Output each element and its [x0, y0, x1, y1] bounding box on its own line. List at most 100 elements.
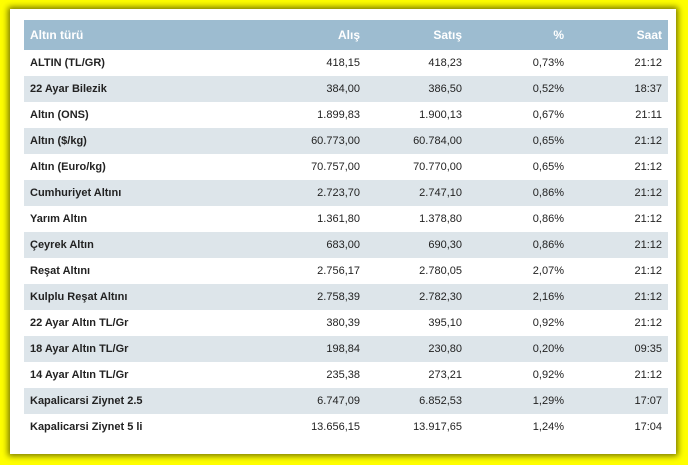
cell-time: 21:12 — [634, 135, 662, 147]
cell-percent: 0,67% — [532, 109, 564, 121]
cell-percent: 2,16% — [532, 291, 564, 303]
cell-name: Kapalicarsi Ziynet 5 li — [30, 421, 143, 433]
header-buy: Alış — [337, 28, 360, 42]
cell-time: 21:12 — [634, 265, 662, 277]
cell-time: 21:12 — [634, 161, 662, 173]
cell-name: Cumhuriyet Altını — [30, 187, 122, 199]
cell-percent: 0,73% — [532, 57, 564, 69]
table-row: Kapalicarsi Ziynet 2.5 6.747,09 6.852,53 1,… — [24, 388, 668, 414]
cell-name: 22 Ayar Altın TL/Gr — [30, 317, 129, 329]
cell-sell: 386,50 — [428, 83, 462, 95]
header-row: Altın türü Alış Satış % Saat — [24, 20, 668, 50]
cell-percent: 0,92% — [532, 369, 564, 381]
cell-time: 21:12 — [634, 317, 662, 329]
cell-buy: 70.757,00 — [311, 161, 360, 173]
cell-buy: 2.756,17 — [317, 265, 360, 277]
cell-sell: 230,80 — [428, 343, 462, 355]
table-row: 22 Ayar Altın TL/Gr 380,39 395,10 0,92% 21:1… — [24, 310, 668, 336]
table-row: Altın (Euro/kg) 70.757,00 70.770,00 0,65% 21… — [24, 154, 668, 180]
cell-buy: 683,00 — [326, 239, 360, 251]
header-time: Saat — [636, 28, 662, 42]
cell-sell: 395,10 — [428, 317, 462, 329]
cell-buy: 13.656,15 — [311, 421, 360, 433]
cell-buy: 2.758,39 — [317, 291, 360, 303]
table-row: Kapalicarsi Ziynet 5 li 13.656,15 13.917,6… — [24, 414, 668, 440]
cell-percent: 1,29% — [532, 395, 564, 407]
cell-name: Çeyrek Altın — [30, 239, 94, 251]
cell-name: 14 Ayar Altın TL/Gr — [30, 369, 129, 381]
cell-sell: 2.747,10 — [419, 187, 462, 199]
cell-time: 21:12 — [634, 57, 662, 69]
table-row: Kulplu Reşat Altını 2.758,39 2.782,30 2,16%… — [24, 284, 668, 310]
table-row: ALTIN (TL/GR) 418,15 418,23 0,73% 21:12 — [24, 50, 668, 76]
cell-name: Altın (Euro/kg) — [30, 161, 106, 173]
cell-sell: 2.782,30 — [419, 291, 462, 303]
cell-sell: 1.900,13 — [419, 109, 462, 121]
cell-buy: 6.747,09 — [317, 395, 360, 407]
cell-name: Altın ($/kg) — [30, 135, 87, 147]
table-row: Altın ($/kg) 60.773,00 60.784,00 0,65% 21:12 — [24, 128, 668, 154]
table-row: Altın (ONS) 1.899,83 1.900,13 0,67% 21:11 — [24, 102, 668, 128]
table-body: ALTIN (TL/GR) 418,15 418,23 0,73% 21:12 22 Ay… — [24, 50, 668, 440]
gold-prices-table: Altın türü Alış Satış % Saat ALTIN (TL/G… — [24, 20, 668, 440]
cell-percent: 2,07% — [532, 265, 564, 277]
cell-time: 21:12 — [634, 291, 662, 303]
cell-name: Kulplu Reşat Altını — [30, 291, 128, 303]
cell-buy: 2.723,70 — [317, 187, 360, 199]
cell-name: Reşat Altını — [30, 265, 91, 277]
table-row: 14 Ayar Altın TL/Gr 235,38 273,21 0,92% 21:1… — [24, 362, 668, 388]
cell-time: 21:12 — [634, 213, 662, 225]
cell-time: 21:12 — [634, 369, 662, 381]
cell-sell: 690,30 — [428, 239, 462, 251]
cell-sell: 273,21 — [428, 369, 462, 381]
cell-name: Yarım Altın — [30, 213, 88, 225]
cell-sell: 6.852,53 — [419, 395, 462, 407]
cell-buy: 384,00 — [326, 83, 360, 95]
cell-time: 17:07 — [634, 395, 662, 407]
table-header: Altın türü Alış Satış % Saat — [24, 20, 668, 50]
cell-name: 18 Ayar Altın TL/Gr — [30, 343, 129, 355]
cell-time: 17:04 — [634, 421, 662, 433]
cell-sell: 60.784,00 — [413, 135, 462, 147]
cell-time: 21:12 — [634, 187, 662, 199]
table-row: Cumhuriyet Altını 2.723,70 2.747,10 0,86% 21… — [24, 180, 668, 206]
cell-percent: 0,86% — [532, 187, 564, 199]
cell-name: 22 Ayar Bilezik — [30, 83, 107, 95]
cell-sell: 13.917,65 — [413, 421, 462, 433]
cell-time: 21:12 — [634, 239, 662, 251]
table-row: Yarım Altın 1.361,80 1.378,80 0,86% 21:12 — [24, 206, 668, 232]
gold-prices-panel: Altın türü Alış Satış % Saat ALTIN (TL/G… — [10, 9, 676, 454]
cell-sell: 418,23 — [428, 57, 462, 69]
table-row: 18 Ayar Altın TL/Gr 198,84 230,80 0,20% 09:3… — [24, 336, 668, 362]
cell-percent: 0,92% — [532, 317, 564, 329]
table-row: Reşat Altını 2.756,17 2.780,05 2,07% 21:12 — [24, 258, 668, 284]
cell-buy: 418,15 — [326, 57, 360, 69]
cell-percent: 0,65% — [532, 161, 564, 173]
cell-buy: 60.773,00 — [311, 135, 360, 147]
cell-percent: 0,20% — [532, 343, 564, 355]
cell-percent: 1,24% — [532, 421, 564, 433]
cell-buy: 235,38 — [326, 369, 360, 381]
header-sell: Satış — [433, 28, 462, 42]
cell-time: 18:37 — [634, 83, 662, 95]
cell-percent: 0,65% — [532, 135, 564, 147]
cell-name: ALTIN (TL/GR) — [30, 57, 105, 69]
table-row: 22 Ayar Bilezik 384,00 386,50 0,52% 18:37 — [24, 76, 668, 102]
cell-name: Kapalicarsi Ziynet 2.5 — [30, 395, 143, 407]
cell-buy: 198,84 — [326, 343, 360, 355]
cell-time: 09:35 — [634, 343, 662, 355]
header-name: Altın türü — [30, 28, 84, 42]
cell-percent: 0,86% — [532, 239, 564, 251]
cell-buy: 1.899,83 — [317, 109, 360, 121]
gold-prices-table-container: Altın türü Alış Satış % Saat ALTIN (TL/G… — [24, 20, 668, 440]
cell-sell: 1.378,80 — [419, 213, 462, 225]
cell-buy: 380,39 — [326, 317, 360, 329]
header-percent: % — [553, 28, 564, 42]
cell-name: Altın (ONS) — [30, 109, 89, 121]
cell-sell: 70.770,00 — [413, 161, 462, 173]
cell-buy: 1.361,80 — [317, 213, 360, 225]
cell-sell: 2.780,05 — [419, 265, 462, 277]
cell-time: 21:11 — [635, 109, 662, 121]
table-row: Çeyrek Altın 683,00 690,30 0,86% 21:12 — [24, 232, 668, 258]
cell-percent: 0,52% — [532, 83, 564, 95]
